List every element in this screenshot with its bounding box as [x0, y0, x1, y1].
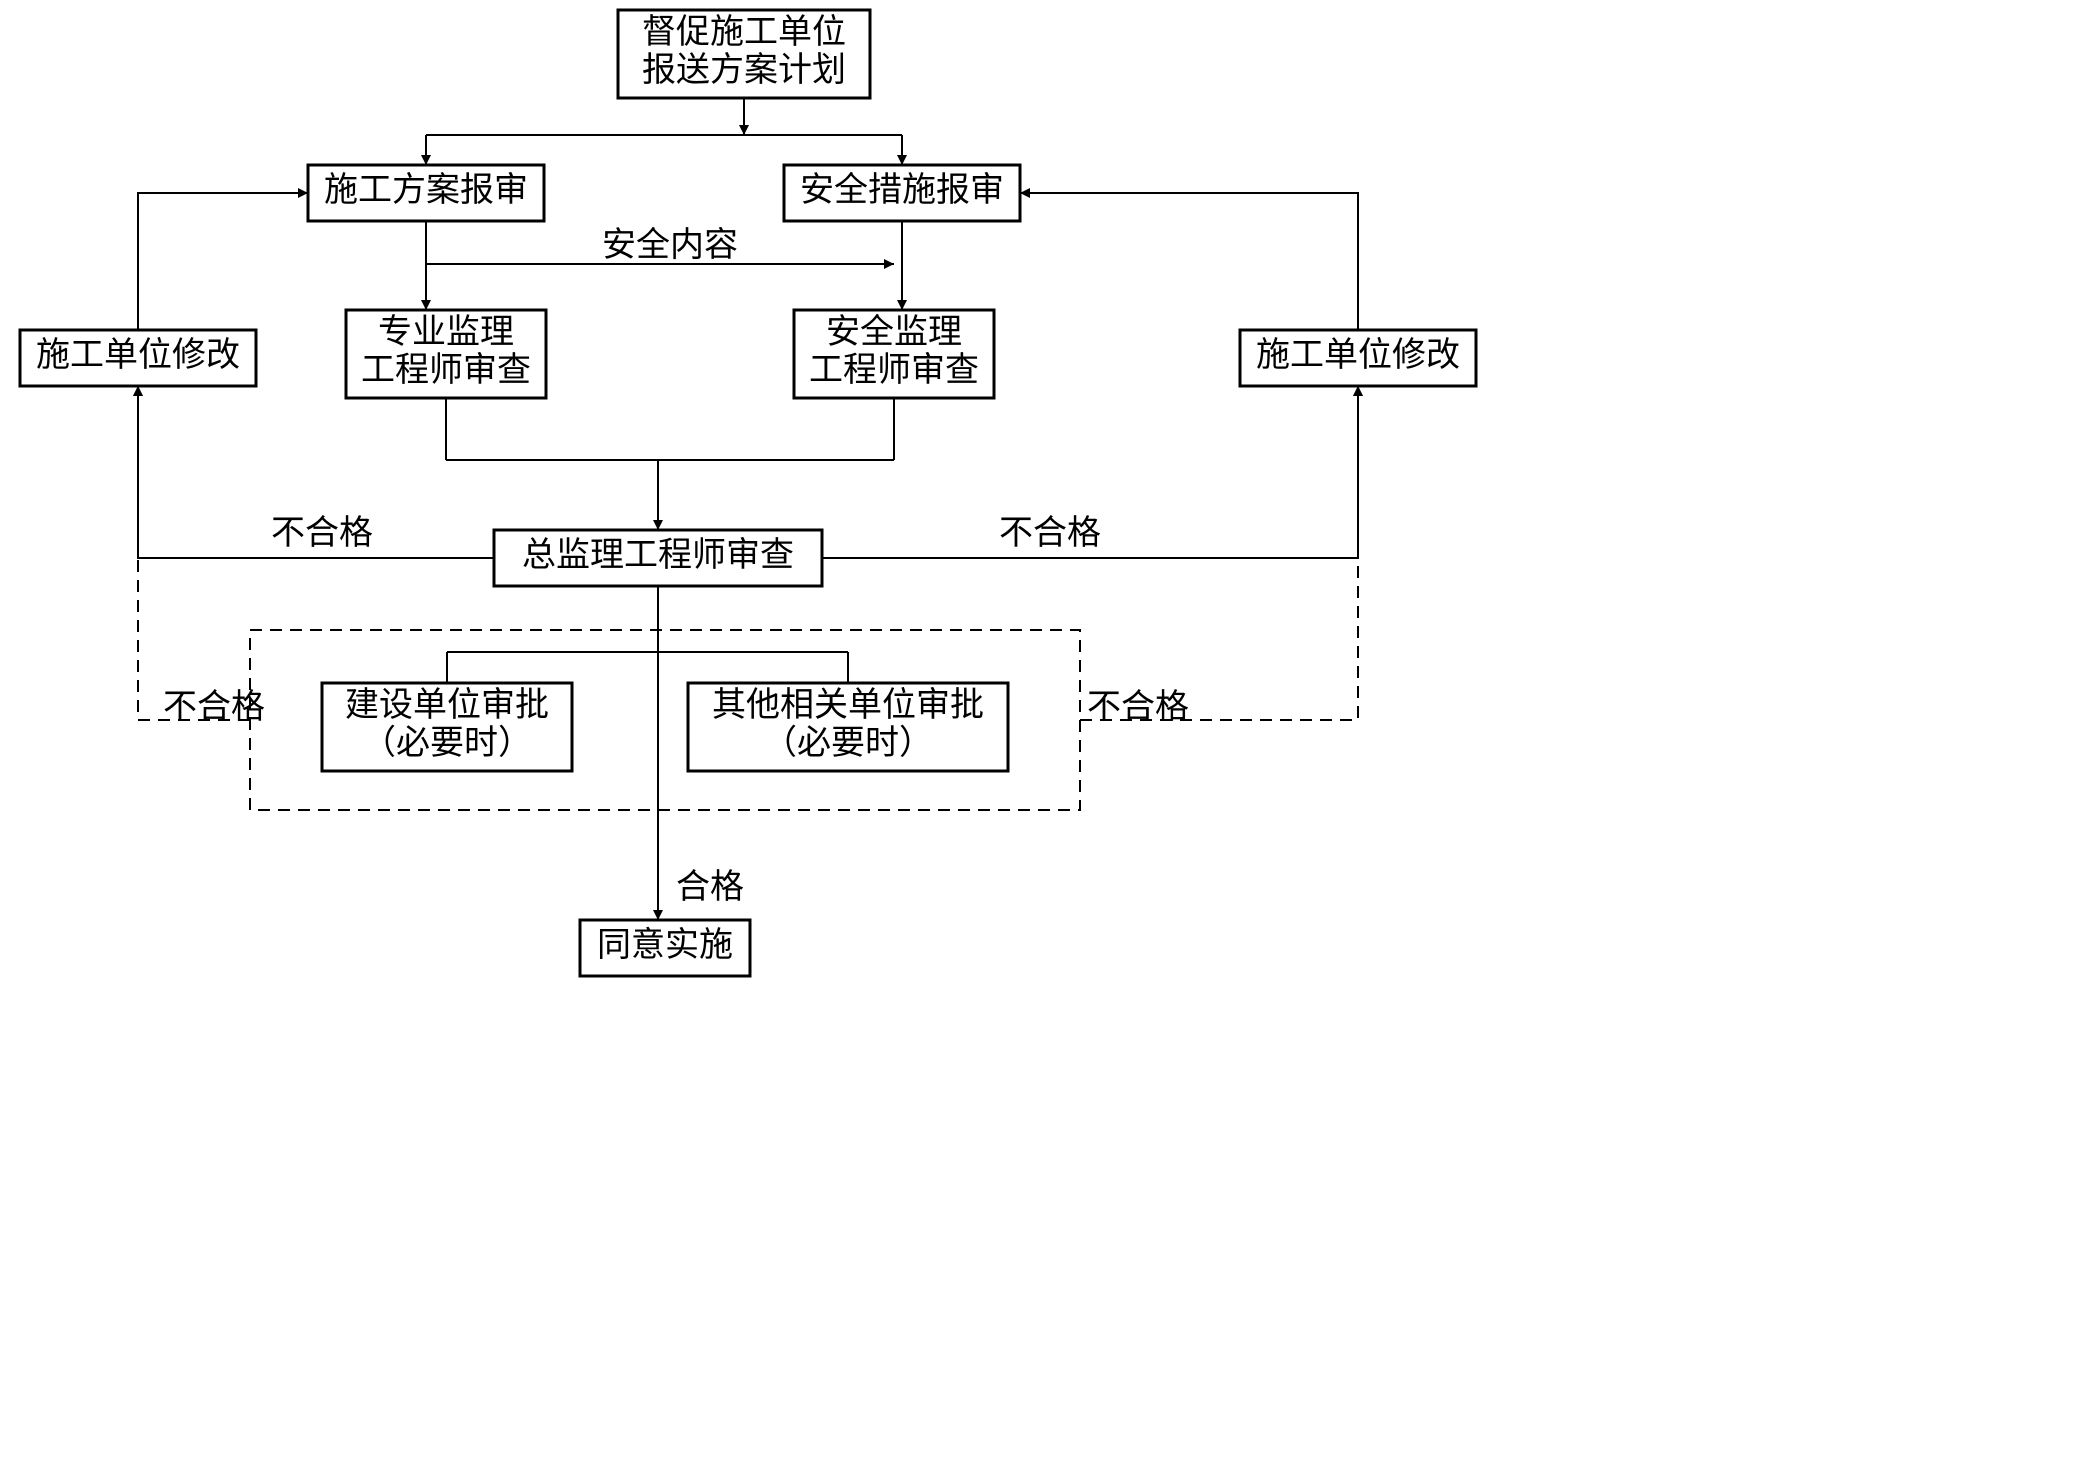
nodes-layer: 督促施工单位报送方案计划施工方案报审安全措施报审专业监理工程师审查安全监理工程师…	[20, 10, 1476, 976]
e-optFailL	[138, 386, 250, 720]
label-fail_L: 不合格	[271, 514, 373, 552]
node-n_l3a-line0: 专业监理	[378, 313, 514, 351]
node-n_l3b-line0: 安全监理	[826, 313, 962, 351]
node-n_l2a-line0: 施工方案报审	[324, 171, 528, 209]
e-modR-back	[1020, 193, 1358, 330]
node-n_top-line0: 督促施工单位	[642, 13, 846, 51]
node-n_o2-line1: （必要时）	[763, 724, 933, 762]
node-n_chief-line0: 总监理工程师审查	[522, 536, 794, 574]
node-n_final-line0: 同意实施	[597, 926, 733, 964]
label-fail_RD: 不合格	[1087, 688, 1189, 726]
node-n_o1-line0: 建设单位审批	[345, 686, 549, 724]
node-n_l2b-line0: 安全措施报审	[800, 171, 1004, 209]
flowchart-canvas: 督促施工单位报送方案计划施工方案报审安全措施报审专业监理工程师审查安全监理工程师…	[0, 0, 1487, 1034]
label-fail_R: 不合格	[999, 514, 1101, 552]
node-n_modR-line0: 施工单位修改	[1256, 336, 1460, 374]
node-n_modL-line0: 施工单位修改	[36, 336, 240, 374]
e-optFailR	[1080, 386, 1358, 720]
label-fail_LD: 不合格	[163, 688, 265, 726]
e-modL-back	[138, 193, 308, 330]
node-n_o2-line0: 其他相关单位审批	[712, 686, 984, 724]
label-pass: 合格	[676, 868, 744, 906]
node-n_l3b-line1: 工程师审查	[809, 351, 979, 389]
node-n_top-line1: 报送方案计划	[642, 51, 846, 89]
node-n_o1-line1: （必要时）	[362, 724, 532, 762]
node-n_l3a-line1: 工程师审查	[361, 351, 531, 389]
label-safety_content: 安全内容	[602, 226, 738, 264]
